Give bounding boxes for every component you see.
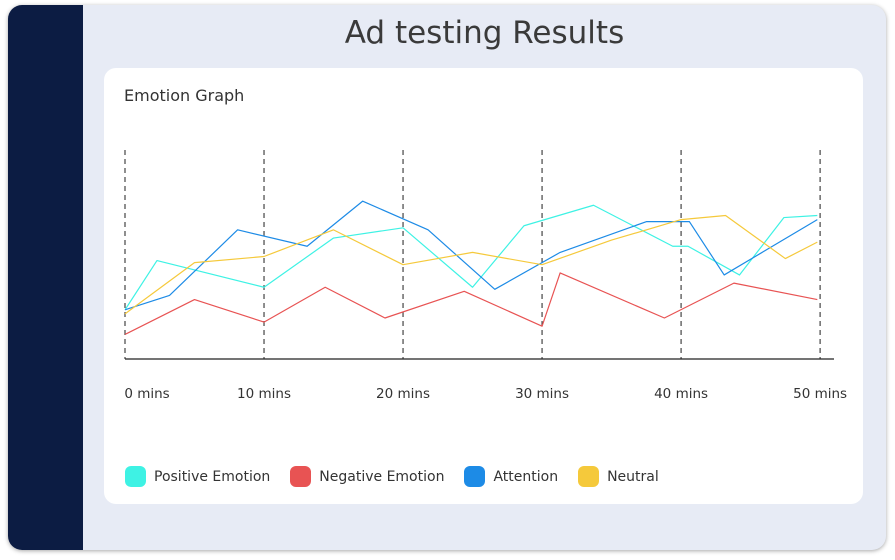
series-line-positive-emotion bbox=[124, 204, 818, 311]
page-title: Ad testing Results bbox=[344, 15, 625, 51]
legend-swatch bbox=[125, 466, 146, 487]
emotion-graph-card: Emotion Graph 0 mins 10 mins 20 mins 30 min… bbox=[104, 68, 863, 504]
x-tick-label: 30 mins bbox=[515, 386, 569, 402]
legend-item-attention: Attention bbox=[464, 466, 558, 487]
chart-legend: Positive Emotion Negative Emotion Attent… bbox=[125, 466, 679, 487]
legend-label: Attention bbox=[493, 468, 559, 485]
series-line-neutral bbox=[124, 214, 818, 315]
app-frame: Ad testing Results Emotion Graph 0 mins 1… bbox=[8, 5, 886, 550]
legend-label: Neutral bbox=[607, 468, 659, 485]
x-tick-label: 50 mins bbox=[793, 386, 847, 402]
legend-swatch bbox=[290, 466, 312, 487]
x-tick-label: 0 mins bbox=[124, 386, 169, 402]
emotion-line-chart: 0 mins 10 mins 20 mins 30 mins 40 mins 50 min… bbox=[124, 150, 847, 402]
legend-label: Positive Emotion bbox=[154, 468, 271, 485]
legend-swatch bbox=[578, 466, 600, 487]
legend-item-neutral: Neutral bbox=[578, 466, 659, 487]
card-title: Emotion Graph bbox=[124, 86, 245, 105]
legend-label: Negative Emotion bbox=[319, 468, 445, 485]
legend-item-negative-emotion: Negative Emotion bbox=[290, 466, 444, 487]
legend-swatch bbox=[464, 466, 486, 487]
series-line-attention bbox=[124, 200, 818, 311]
x-tick-label: 20 mins bbox=[376, 386, 430, 402]
x-tick-label: 40 mins bbox=[654, 386, 708, 402]
series-line-negative-emotion bbox=[124, 272, 818, 335]
legend-item-positive-emotion: Positive Emotion bbox=[125, 466, 270, 487]
sidebar bbox=[8, 5, 83, 550]
x-tick-label: 10 mins bbox=[237, 386, 291, 402]
